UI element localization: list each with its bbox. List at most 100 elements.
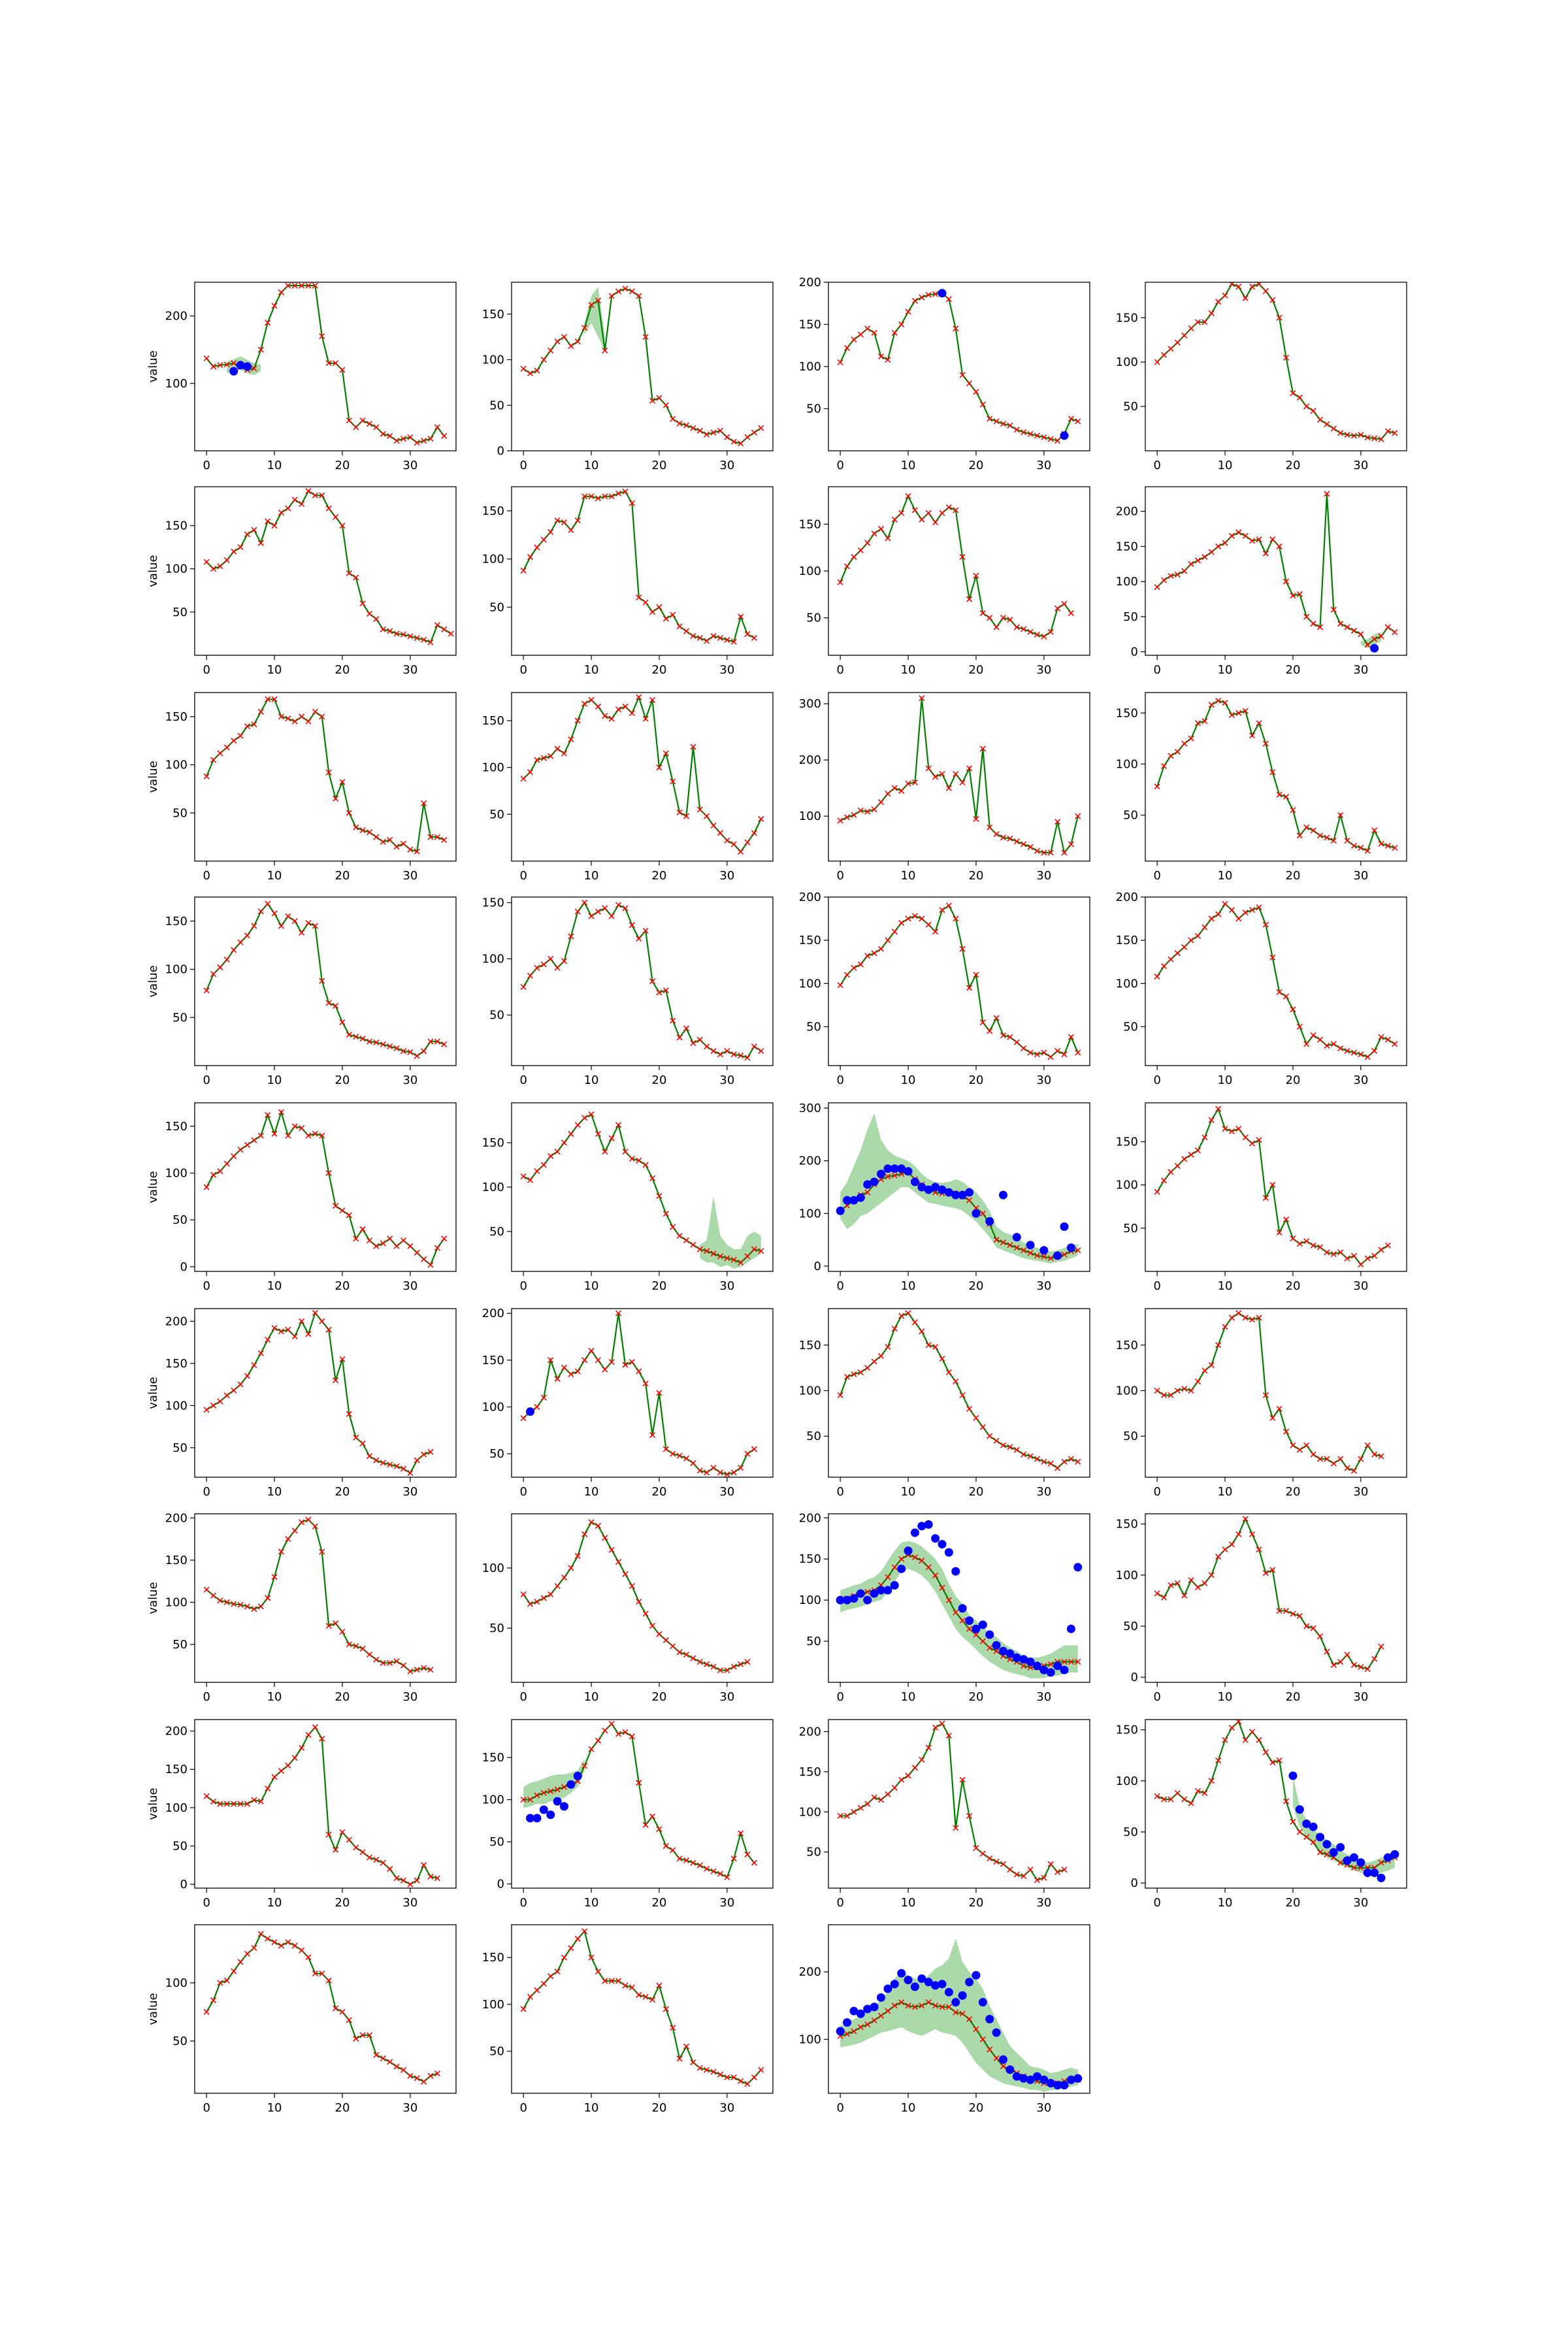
observed-point xyxy=(938,1185,947,1194)
data-marker xyxy=(1269,1567,1276,1573)
x-tick-label: 0 xyxy=(836,1073,843,1087)
data-marker xyxy=(670,1224,676,1230)
data-marker xyxy=(1384,842,1391,849)
data-marker xyxy=(359,417,366,424)
data-marker xyxy=(1075,1247,1081,1254)
data-marker xyxy=(973,1631,979,1638)
data-marker xyxy=(210,1997,217,2004)
data-marker xyxy=(717,427,724,434)
data-marker xyxy=(953,915,959,922)
data-marker xyxy=(400,1662,407,1669)
data-marker xyxy=(993,418,1000,425)
observed-point xyxy=(849,1594,858,1603)
data-marker xyxy=(520,1415,527,1422)
data-marker xyxy=(690,743,696,750)
data-marker xyxy=(333,1846,339,1853)
data-marker xyxy=(244,1373,251,1379)
observed-point xyxy=(890,1164,899,1173)
x-tick-label: 30 xyxy=(402,1896,417,1910)
data-marker xyxy=(581,1115,588,1121)
data-marker xyxy=(588,1111,595,1118)
data-marker xyxy=(1324,1249,1330,1256)
data-marker xyxy=(305,920,312,926)
x-tick-label: 30 xyxy=(402,1485,417,1499)
data-marker xyxy=(1228,1315,1235,1321)
data-marker xyxy=(1228,1541,1235,1548)
data-marker xyxy=(1358,631,1364,638)
data-marker xyxy=(1344,1047,1350,1054)
data-marker xyxy=(393,843,400,850)
data-marker xyxy=(885,535,891,542)
data-marker xyxy=(595,495,602,502)
data-marker xyxy=(312,1724,318,1731)
data-marker xyxy=(758,425,764,431)
data-marker xyxy=(670,778,676,785)
data-marker xyxy=(730,438,737,445)
plot-area xyxy=(203,1309,434,1477)
data-marker xyxy=(744,1659,751,1665)
data-marker xyxy=(1222,540,1228,546)
data-marker xyxy=(973,1845,979,1852)
y-tick-label: 100 xyxy=(1116,1179,1138,1192)
data-marker xyxy=(738,1465,744,1471)
data-marker xyxy=(217,1597,223,1604)
data-marker xyxy=(421,1256,427,1262)
data-marker xyxy=(1310,408,1316,414)
data-marker xyxy=(1021,429,1027,436)
data-marker xyxy=(696,427,703,434)
data-marker xyxy=(696,634,703,642)
data-marker xyxy=(1290,390,1296,397)
data-marker xyxy=(319,333,325,340)
y-axis-label: value xyxy=(146,555,160,587)
observed-point xyxy=(951,1998,960,2007)
data-marker xyxy=(629,710,635,717)
x-tick-label: 30 xyxy=(402,459,417,472)
axes-frame xyxy=(828,896,1090,1066)
data-marker xyxy=(662,1446,669,1452)
data-marker xyxy=(203,1586,210,1593)
x-tick-label: 0 xyxy=(1153,1896,1160,1910)
data-marker xyxy=(864,953,871,959)
data-marker xyxy=(1269,1414,1276,1421)
data-marker xyxy=(1034,1051,1041,1058)
data-marker xyxy=(1235,284,1242,290)
y-tick-label: 50 xyxy=(172,606,188,619)
data-marker xyxy=(299,929,305,936)
data-marker xyxy=(1262,921,1269,928)
series-line xyxy=(1156,1720,1396,1869)
data-marker xyxy=(751,1859,757,1866)
y-tick-label: 200 xyxy=(1116,890,1138,904)
data-marker xyxy=(636,293,642,299)
data-marker xyxy=(602,1727,608,1734)
data-marker xyxy=(1344,838,1350,844)
observed-point xyxy=(917,1522,926,1531)
data-marker xyxy=(1337,1456,1344,1462)
data-marker xyxy=(527,972,534,979)
data-marker xyxy=(979,610,986,617)
data-marker xyxy=(223,744,230,751)
data-marker xyxy=(730,841,737,847)
data-marker xyxy=(885,1791,891,1797)
x-tick-label: 30 xyxy=(1353,1073,1368,1087)
x-tick-label: 20 xyxy=(969,1279,984,1293)
y-tick-label: 200 xyxy=(165,1725,188,1739)
data-marker xyxy=(932,1724,939,1731)
y-tick-label: 50 xyxy=(806,612,821,625)
data-marker xyxy=(857,1369,864,1376)
x-tick-label: 30 xyxy=(719,1279,734,1293)
data-marker xyxy=(359,1645,366,1652)
data-marker xyxy=(325,1000,332,1006)
data-marker xyxy=(407,846,414,853)
data-marker xyxy=(670,1017,676,1024)
data-marker xyxy=(1201,1580,1208,1586)
observed-point xyxy=(897,1968,906,1978)
data-marker xyxy=(993,1237,1000,1243)
data-marker xyxy=(945,1369,952,1376)
data-marker xyxy=(905,780,911,787)
observed-point xyxy=(910,1528,919,1537)
data-marker xyxy=(979,745,986,752)
x-tick-label: 0 xyxy=(203,1690,210,1704)
data-marker xyxy=(1034,1456,1041,1462)
data-marker xyxy=(251,721,257,728)
